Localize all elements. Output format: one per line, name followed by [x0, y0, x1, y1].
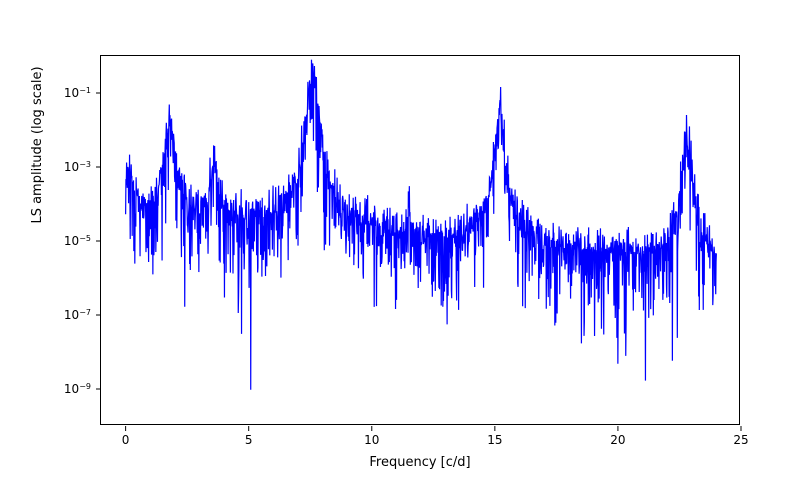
x-tick-label: 25: [733, 433, 748, 447]
x-tick-label: 10: [364, 433, 379, 447]
x-tick-label: 0: [122, 433, 130, 447]
y-axis-label: LS amplitude (log scale): [30, 0, 45, 330]
figure: 051015202510−910−710−510−310−1 Frequency…: [0, 0, 800, 500]
x-axis-label: Frequency [c/d]: [100, 455, 740, 470]
x-tick-label: 15: [487, 433, 502, 447]
x-tick-label: 20: [610, 433, 625, 447]
y-tick-label: 10−9: [64, 382, 91, 397]
axis-ticks: 051015202510−910−710−510−310−1: [101, 56, 741, 426]
y-tick-label: 10−3: [64, 160, 91, 175]
plot-area: 051015202510−910−710−510−310−1: [100, 55, 740, 425]
y-tick-label: 10−1: [64, 86, 91, 101]
y-tick-label: 10−7: [64, 308, 91, 323]
x-tick-label: 5: [245, 433, 253, 447]
y-tick-label: 10−5: [64, 234, 91, 249]
